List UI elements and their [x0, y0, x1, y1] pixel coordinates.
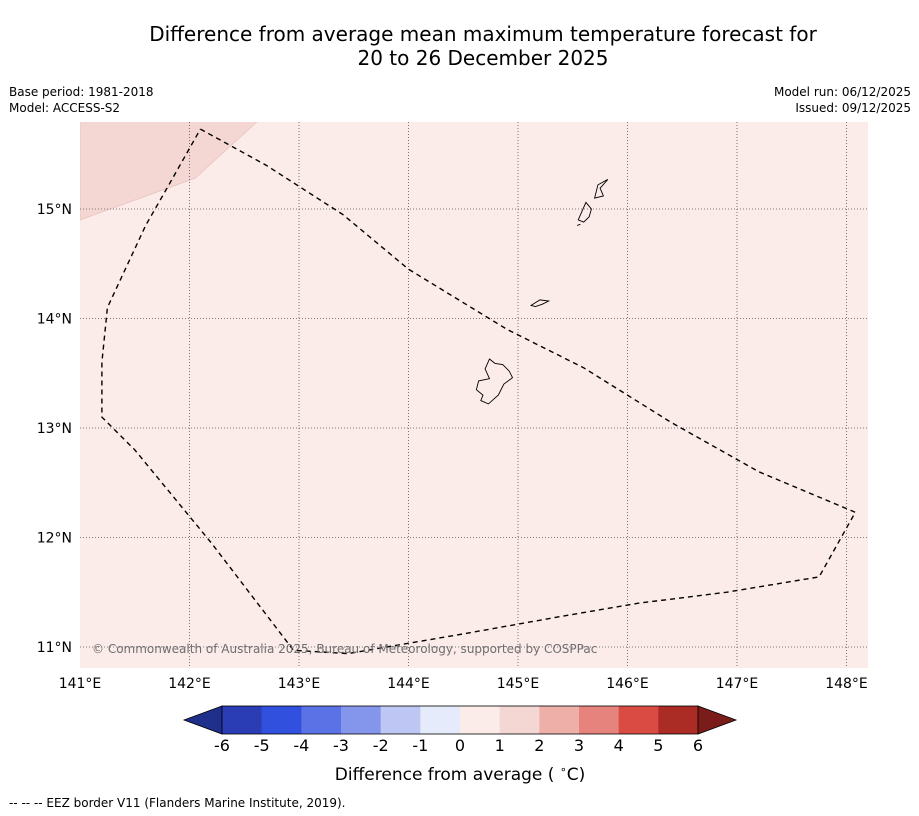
lon-tick-label: 144°E — [387, 676, 430, 692]
colorbar-tick-label: 5 — [653, 736, 663, 755]
island-guam — [475, 358, 514, 405]
colorbar-bin — [301, 706, 342, 734]
colorbar-title: Difference from average ( ∘C) — [335, 763, 585, 785]
lat-tick-label: 11°N — [37, 640, 72, 656]
model-info: Base period: 1981-2018 Model: ACCESS-S2 — [9, 84, 154, 116]
degree-symbol: ∘ — [560, 763, 567, 776]
colorbar-over-arrow — [697, 705, 738, 735]
colorbar-tick-label: -2 — [373, 736, 389, 755]
colorbar-under-arrow — [182, 705, 223, 735]
model-run-date: Model run: 06/12/2025 — [773, 85, 911, 99]
model-name: Model: ACCESS-S2 — [9, 101, 121, 115]
issued-date: Issued: 09/12/2025 — [795, 101, 911, 115]
anomaly-region-1-to-2 — [80, 122, 258, 221]
lon-tick-label: 141°E — [59, 676, 102, 692]
colorbar-title-unit: C) — [567, 765, 586, 785]
lon-tick-label: 143°E — [278, 676, 321, 692]
colorbar-tick-label: -5 — [254, 736, 270, 755]
colorbar-bin — [261, 706, 302, 734]
colorbar-tick-label: -1 — [412, 736, 428, 755]
colorbar-title-main: Difference from average ( — [335, 765, 560, 785]
colorbar-tick-label: 3 — [574, 736, 584, 755]
island-rota — [529, 299, 551, 307]
colorbar-bin — [380, 706, 421, 734]
map-area — [80, 122, 868, 668]
title-line-2: 20 to 26 December 2025 — [357, 46, 609, 70]
lat-tick-label: 13°N — [37, 421, 72, 437]
island-tinian — [577, 201, 592, 223]
colorbar-bin — [222, 706, 262, 734]
colorbar-frame — [221, 705, 699, 735]
colorbar-tick-label: -3 — [333, 736, 349, 755]
colorbar: -6 -5 -4 -3 -2 -1 0 1 2 3 4 5 6 Difference from avera… — [182, 705, 738, 785]
map-background — [80, 122, 868, 668]
chart-title: Difference from average mean maximum tem… — [0, 22, 919, 70]
map-content — [80, 122, 868, 668]
title-line-1: Difference from average mean maximum tem… — [149, 22, 817, 46]
colorbar-bin — [539, 706, 580, 734]
colorbar-bin — [499, 706, 540, 734]
colorbar-tick-label: 2 — [534, 736, 544, 755]
colorbar-bin — [420, 706, 461, 734]
lon-tick-label: 145°E — [497, 676, 540, 692]
lat-tick-label: 12°N — [37, 531, 72, 547]
map-axes: 141°E 142°E 143°E 144°E 145°E 146°E 147°E 148°E… — [37, 202, 868, 692]
copyright-notice: © Commonwealth of Australia 2025, Bureau… — [92, 642, 597, 656]
lon-tick-label: 146°E — [606, 676, 649, 692]
colorbar-tick-label: 6 — [693, 736, 703, 755]
island-saipan — [593, 179, 609, 199]
colorbar-tick-label: -4 — [293, 736, 309, 755]
lat-tick-label: 14°N — [37, 312, 72, 328]
colorbar-tick-label: 1 — [495, 736, 505, 755]
colorbar-bin — [658, 706, 699, 734]
run-info: Model run: 06/12/2025 Issued: 09/12/2025 — [774, 84, 911, 116]
colorbar-bin — [579, 706, 619, 734]
colorbar-bin — [341, 706, 381, 734]
colorbar-bin — [460, 706, 500, 734]
lon-tick-label: 142°E — [168, 676, 211, 692]
lon-tick-label: 147°E — [716, 676, 759, 692]
colorbar-bin — [618, 706, 659, 734]
lon-tick-label: 148°E — [825, 676, 868, 692]
island-aguijan — [576, 223, 581, 226]
base-period: Base period: 1981-2018 — [9, 85, 154, 99]
lat-tick-label: 15°N — [37, 202, 72, 218]
eez-footnote: -- -- -- EEZ border V11 (Flanders Marine… — [9, 796, 346, 810]
colorbar-tick-label: 4 — [614, 736, 624, 755]
colorbar-tick-label: -6 — [214, 736, 230, 755]
colorbar-tick-label: 0 — [455, 736, 465, 755]
